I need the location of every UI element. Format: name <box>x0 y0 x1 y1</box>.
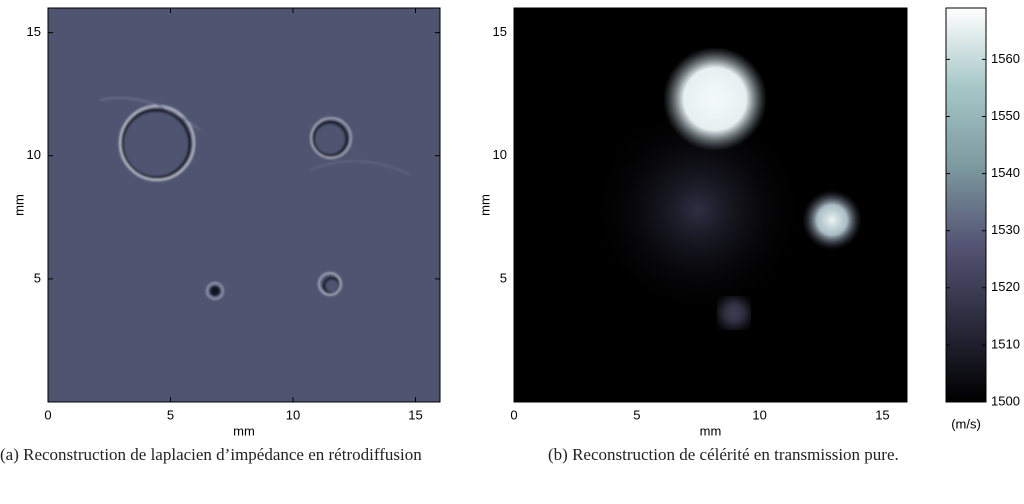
x-tick-label: 5 <box>167 407 174 422</box>
figure: 0 5 10 15 5 10 15 mm mm 0 5 10 15 5 10 15 mm mm 1500 1510 15… <box>11 7 1020 438</box>
colorbar-tick-label: 1520 <box>991 279 1020 294</box>
x-tick-label: 0 <box>44 407 51 422</box>
x-axis-label: mm <box>233 423 255 438</box>
x-tick-label: 0 <box>510 407 517 422</box>
x-tick-label: 10 <box>752 407 766 422</box>
colorbar-tick-label: 1510 <box>991 336 1020 351</box>
colorbar-label: (m/s) <box>951 416 981 431</box>
image-background <box>48 8 440 402</box>
x-axis-label: mm <box>700 423 722 438</box>
y-axis-label: mm <box>11 194 26 216</box>
colorbar-tick-label: 1550 <box>991 108 1020 123</box>
colorbar-tick-label: 1500 <box>991 393 1020 408</box>
x-tick-label: 10 <box>286 407 300 422</box>
axes-frame <box>47 7 441 403</box>
colorbar-tick-label: 1540 <box>991 165 1020 180</box>
y-tick-label: 5 <box>500 270 507 285</box>
y-tick-label: 15 <box>27 24 41 39</box>
caption: (b) Reconstruction de célérité en transm… <box>548 445 899 464</box>
axes-frame <box>513 7 908 403</box>
colorbar-tick-label: 1560 <box>991 51 1020 66</box>
colorbar-tick-label: 1530 <box>991 222 1020 237</box>
y-axis-label: mm <box>477 194 492 216</box>
x-tick-label: 15 <box>408 407 422 422</box>
y-tick-label: 15 <box>493 24 507 39</box>
y-tick-label: 10 <box>27 147 41 162</box>
caption: (a) Reconstruction de laplacien d’impéda… <box>0 445 422 464</box>
x-tick-label: 5 <box>633 407 640 422</box>
image-features <box>99 97 411 300</box>
y-tick-label: 5 <box>34 270 41 285</box>
x-tick-label: 15 <box>875 407 889 422</box>
y-tick-label: 10 <box>493 147 507 162</box>
colorbar <box>945 7 987 403</box>
image-features <box>588 47 862 335</box>
